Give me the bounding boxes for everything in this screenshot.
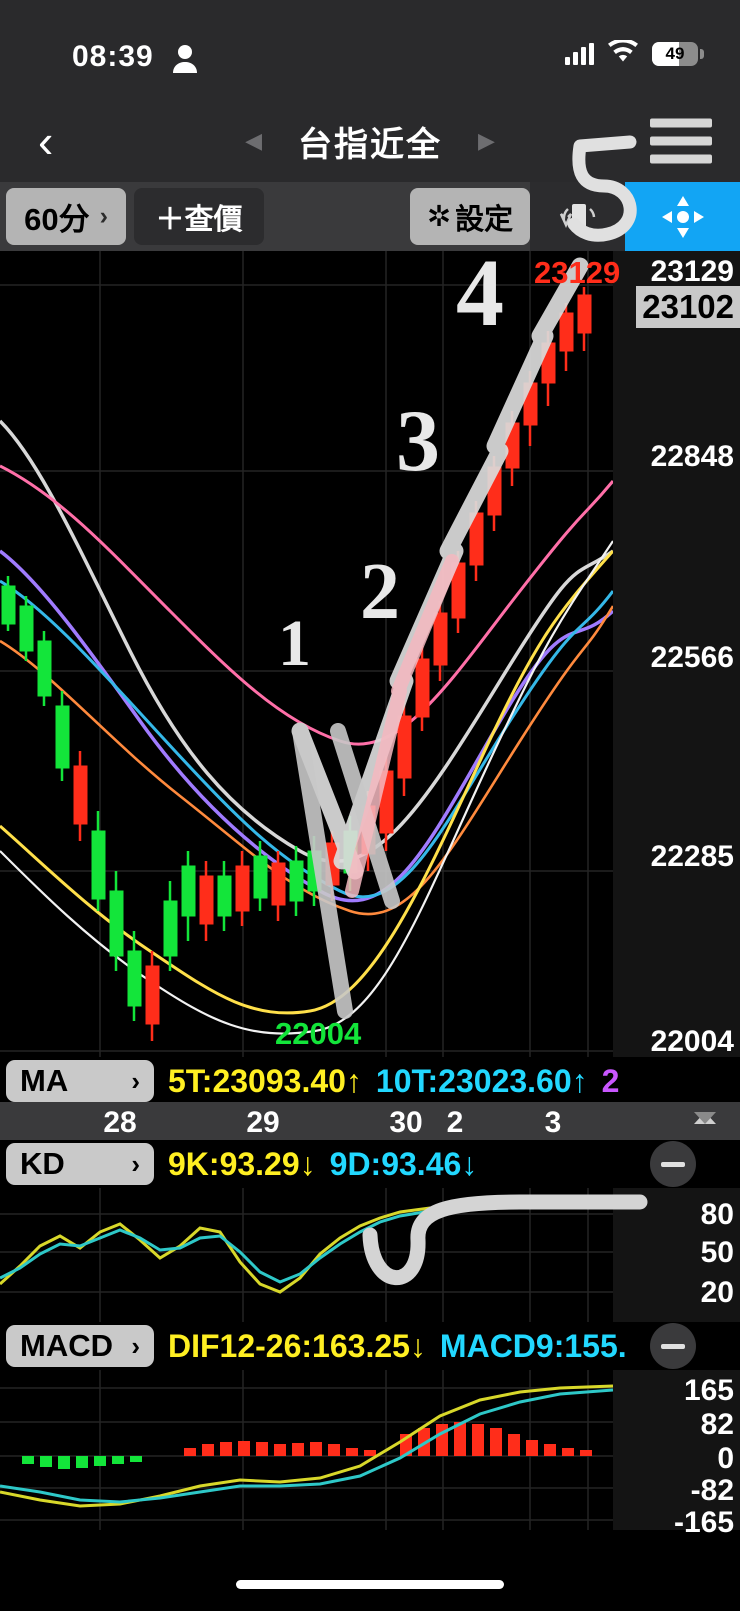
candlestick-plot[interactable] xyxy=(0,251,613,1057)
back-button[interactable]: ‹ xyxy=(38,115,54,167)
kd-axis-label: 50 xyxy=(700,1236,734,1269)
kd-axis-label: 80 xyxy=(700,1198,734,1231)
ma-value-10t: 10T:23023.60↑ xyxy=(375,1062,588,1099)
chevron-right-icon: › xyxy=(131,1330,140,1361)
price-axis-label: 22848 xyxy=(650,440,734,473)
kd-legend-row[interactable]: KD › 9K:93.29↓ 9D:93.46↓ xyxy=(0,1140,740,1188)
status-bar: 08:39 49 xyxy=(0,0,740,100)
date-tick: 28 xyxy=(103,1106,137,1139)
kd-collapse-button[interactable] xyxy=(650,1141,696,1187)
hamburger-menu-icon[interactable] xyxy=(650,118,712,164)
macd-value-dif: DIF12-26:163.25↓ xyxy=(168,1327,426,1364)
low-price-annotation: 22004 xyxy=(275,1016,362,1051)
macd-tag-label: MACD xyxy=(20,1328,113,1363)
page-title: 台指近全 xyxy=(298,125,442,164)
kd-value-d: 9D:93.46↓ xyxy=(329,1145,478,1182)
chart-toolbar: 60分 › ＋查價 ✲ 設定 xyxy=(0,182,740,251)
macd-value-macd9: MACD9:155. xyxy=(439,1327,627,1364)
ma-value-5t: 5T:23093.40↑ xyxy=(168,1062,362,1099)
macd-axis-label: -165 xyxy=(673,1506,734,1539)
kd-value-k: 9K:93.29↓ xyxy=(168,1145,316,1182)
date-tick: 3 xyxy=(544,1106,562,1139)
chevron-right-icon: › xyxy=(99,202,108,230)
price-axis-label: 22004 xyxy=(650,1025,734,1058)
ma-value-20t: 2 xyxy=(601,1062,620,1099)
add-quote-button[interactable]: ＋查價 xyxy=(134,188,264,245)
kd-chart-panel[interactable]: 80 50 20 xyxy=(0,1188,740,1322)
date-tick: 2 xyxy=(446,1106,464,1139)
kd-values: 9K:93.29↓ 9D:93.46↓ xyxy=(168,1146,477,1183)
wifi-icon xyxy=(608,38,638,68)
macd-legend-row[interactable]: MACD › DIF12-26:163.25↓ MACD9:155. xyxy=(0,1322,740,1370)
period-label: 60分 xyxy=(24,202,90,237)
macd-collapse-button[interactable] xyxy=(650,1323,696,1369)
macd-chart-panel[interactable]: 165 82 0 -82 -165 xyxy=(0,1370,740,1539)
home-indicator xyxy=(236,1580,504,1589)
ma-tag-label: MA xyxy=(20,1063,69,1098)
rotate-screen-button[interactable] xyxy=(530,182,625,251)
person-icon xyxy=(172,44,198,79)
chevron-right-icon: › xyxy=(131,1148,140,1179)
wave-label-4: 4 xyxy=(456,239,504,346)
period-selector-button[interactable]: 60分 › xyxy=(6,188,126,245)
ma-values: 5T:23093.40↑ 10T:23023.60↑ 2 xyxy=(168,1063,619,1100)
status-time: 08:39 xyxy=(72,40,154,73)
macd-plot[interactable] xyxy=(0,1370,613,1530)
settings-button[interactable]: ✲ 設定 xyxy=(410,188,530,245)
macd-axis: 165 82 0 -82 -165 xyxy=(613,1370,740,1539)
current-price-badge: 23102 xyxy=(636,286,740,328)
crosshair-move-icon xyxy=(661,195,704,238)
kd-axis-label: 20 xyxy=(700,1276,734,1309)
crosshair-mode-button[interactable] xyxy=(625,182,740,251)
prev-symbol-button[interactable]: ◀ xyxy=(245,128,262,153)
wave-label-3: 3 xyxy=(396,393,440,490)
date-axis[interactable]: 28 29 30 2 3 xyxy=(0,1102,740,1146)
macd-axis-label: 0 xyxy=(717,1442,734,1475)
price-axis-label: 23129 xyxy=(650,255,734,288)
date-tick: 30 xyxy=(389,1106,423,1139)
price-axis: 23129 22848 22566 22285 22004 xyxy=(613,251,740,1058)
macd-axis-label: 165 xyxy=(683,1374,734,1407)
date-tick: 29 xyxy=(246,1106,280,1139)
kd-tag-label: KD xyxy=(20,1146,65,1181)
price-axis-label: 22285 xyxy=(650,840,734,873)
next-symbol-button[interactable]: ▶ xyxy=(478,128,495,153)
wave-label-1: 1 xyxy=(278,607,311,680)
high-price-annotation: 23129 xyxy=(534,255,621,290)
macd-axis-label: -82 xyxy=(690,1474,734,1507)
price-axis-label: 22566 xyxy=(650,641,734,674)
macd-indicator-tag[interactable]: MACD › xyxy=(6,1325,154,1367)
kd-indicator-tag[interactable]: KD › xyxy=(6,1143,154,1185)
settings-label: 設定 xyxy=(455,203,514,236)
kd-plot[interactable] xyxy=(0,1188,613,1322)
wave-label-2: 2 xyxy=(360,548,400,636)
ma-indicator-tag[interactable]: MA › xyxy=(6,1060,154,1102)
battery-icon: 49 xyxy=(652,42,704,66)
gear-icon: ✲ xyxy=(426,201,452,233)
macd-values: DIF12-26:163.25↓ MACD9:155. xyxy=(168,1328,627,1365)
battery-level: 49 xyxy=(665,44,685,63)
chevron-right-icon: › xyxy=(131,1065,140,1096)
price-chart-panel[interactable]: 23129 22848 22566 22285 22004 23102 xyxy=(0,239,740,1058)
query-label: ＋查價 xyxy=(155,203,243,236)
nav-bar: ‹ ◀ 台指近全 ▶ xyxy=(0,100,740,182)
kd-axis: 80 50 20 xyxy=(613,1188,740,1322)
status-right-group: 49 xyxy=(565,38,704,68)
ma-legend-row[interactable]: MA › 5T:23093.40↑ 10T:23023.60↑ 2 xyxy=(0,1057,740,1105)
rotate-screen-icon xyxy=(559,203,595,230)
macd-axis-label: 82 xyxy=(700,1408,734,1441)
cellular-signal-icon xyxy=(565,43,594,65)
